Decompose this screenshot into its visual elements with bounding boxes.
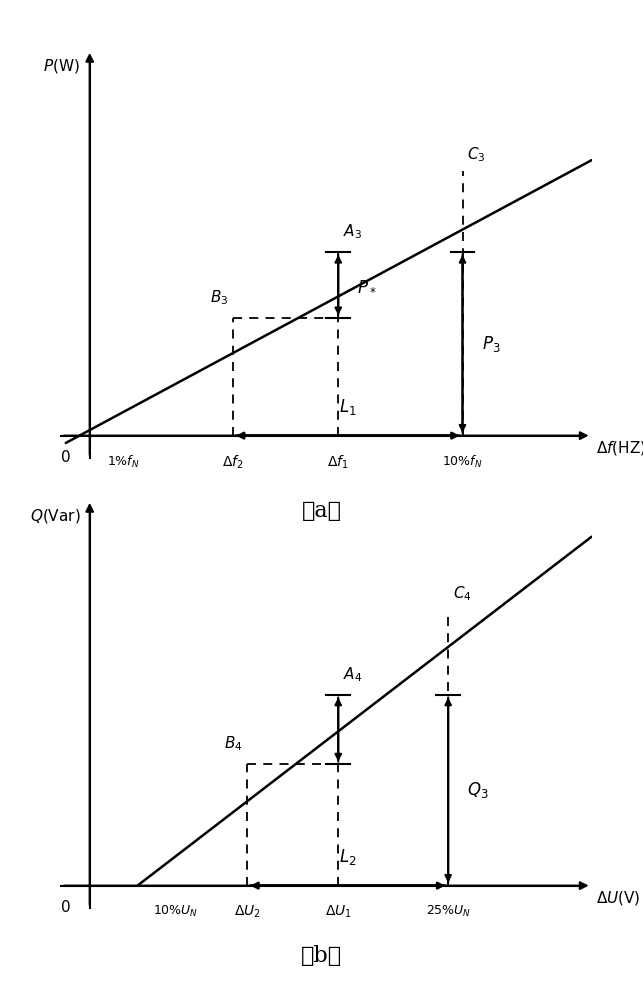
Text: $B_4$: $B_4$ <box>224 735 242 753</box>
Text: $\Delta U_1$: $\Delta U_1$ <box>325 904 352 920</box>
Text: $C_3$: $C_3$ <box>467 145 486 164</box>
Text: $B_3$: $B_3$ <box>210 288 228 307</box>
Text: $10\%U_N$: $10\%U_N$ <box>153 904 198 919</box>
Text: 0: 0 <box>61 900 71 915</box>
Text: $C_4$: $C_4$ <box>453 584 472 603</box>
Text: $L_1$: $L_1$ <box>339 397 357 417</box>
Text: $\Delta f$(HZ): $\Delta f$(HZ) <box>596 439 643 457</box>
Text: $\Delta U_2$: $\Delta U_2$ <box>234 904 261 920</box>
Text: $Q_3$: $Q_3$ <box>467 780 489 800</box>
Text: $\Delta f_1$: $\Delta f_1$ <box>327 454 349 471</box>
Text: $P$(W): $P$(W) <box>43 57 80 75</box>
Text: $P_3$: $P_3$ <box>482 334 500 354</box>
Text: （a）: （a） <box>302 500 341 522</box>
Text: $P_*$: $P_*$ <box>358 276 377 294</box>
Text: $10\%f_N$: $10\%f_N$ <box>442 454 483 470</box>
Text: $A_4$: $A_4$ <box>343 665 363 684</box>
Text: $A_3$: $A_3$ <box>343 222 362 241</box>
Text: $\Delta f_2$: $\Delta f_2$ <box>222 454 244 471</box>
Text: $25\%U_N$: $25\%U_N$ <box>426 904 471 919</box>
Text: $1\%f_N$: $1\%f_N$ <box>107 454 140 470</box>
Text: $Q$(Var): $Q$(Var) <box>30 507 80 525</box>
Text: $\Delta U$(V): $\Delta U$(V) <box>596 889 641 907</box>
Text: （b）: （b） <box>301 945 342 967</box>
Text: 0: 0 <box>61 450 71 465</box>
Text: $L_2$: $L_2$ <box>339 847 357 867</box>
